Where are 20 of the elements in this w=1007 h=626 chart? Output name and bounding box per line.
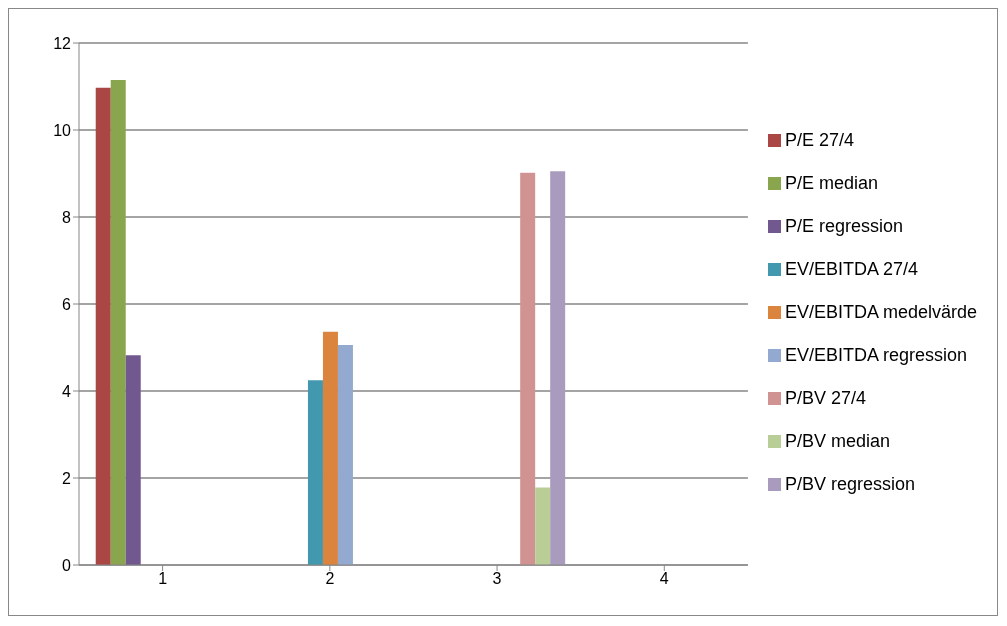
legend-label: EV/EBITDA regression [784,344,967,365]
legend-label: EV/EBITDA 27/4 [784,258,918,279]
legend-label: P/E regression [784,215,903,236]
legend-label: P/E median [784,172,878,193]
y-tick-label: 10 [53,121,72,139]
legend-label: EV/EBITDA medelvärde [784,301,977,322]
y-tick-label: 2 [62,469,72,487]
y-tick-label: 4 [62,382,72,400]
legend-label: P/BV median [784,430,890,451]
y-tick-label: 6 [62,295,72,313]
legend-label: P/BV regression [784,473,915,494]
x-tick-label: 1 [158,570,168,588]
x-tick-label: 4 [659,570,669,588]
legend-label: P/E 27/4 [784,129,854,150]
y-tick-label: 8 [62,208,72,226]
x-tick-label: 3 [492,570,502,588]
x-tick-label: 2 [325,570,335,588]
legend-label: P/BV 27/4 [784,387,866,408]
y-tick-label: 0 [62,556,72,574]
y-tick-label: 12 [53,34,72,52]
